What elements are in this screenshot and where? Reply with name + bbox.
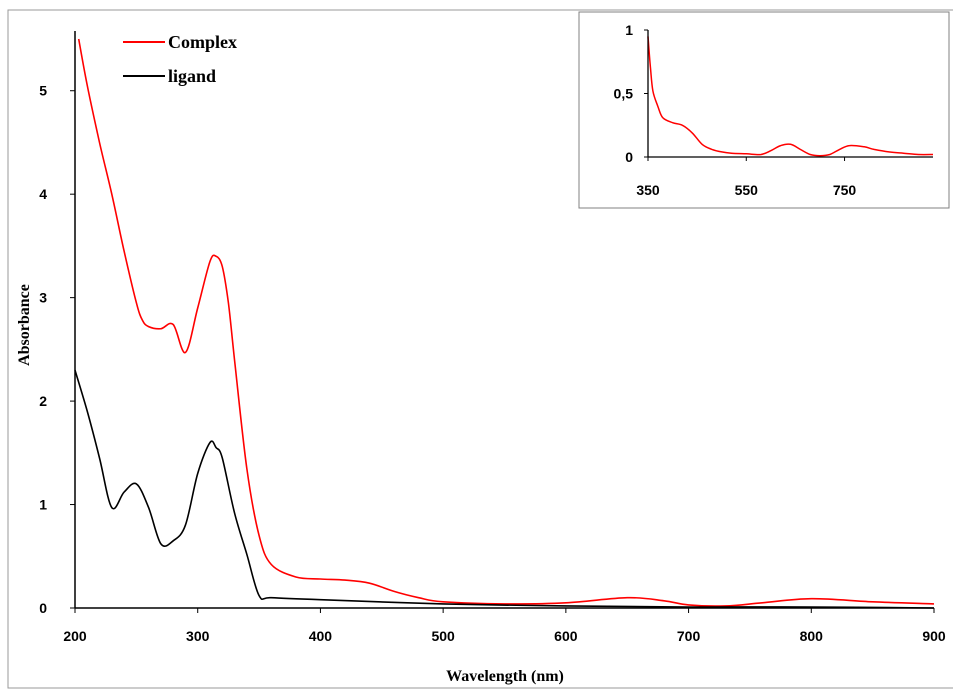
x-tick-label: 900 — [922, 628, 946, 644]
inset-x-tick-label: 750 — [833, 182, 857, 198]
x-tick-label: 200 — [63, 628, 87, 644]
x-tick-label: 700 — [677, 628, 701, 644]
inset-y-tick-label: 0 — [625, 149, 633, 165]
x-tick-label: 500 — [431, 628, 455, 644]
inset-chart: 0 0,5 1 350 550 750 — [578, 11, 950, 209]
y-tick-label: 4 — [39, 186, 47, 202]
x-axis-title: Wavelength (nm) — [446, 668, 564, 685]
y-tick-label: 5 — [39, 83, 47, 99]
y-tick-label: 2 — [39, 393, 47, 409]
chart-frame — [7, 9, 953, 689]
y-axis-title: Absorbance — [16, 284, 33, 366]
y-tick-label: 1 — [39, 497, 47, 513]
legend: Complex ligand — [123, 32, 237, 86]
y-tick-label: 3 — [39, 290, 47, 306]
inset-frame — [578, 11, 950, 209]
x-tick-label: 400 — [309, 628, 333, 644]
main-plot: 0 1 2 3 4 5 200 300 400 500 600 700 800 900 — [39, 31, 946, 644]
inset-y-tick-label: 1 — [625, 22, 633, 38]
series-line-complex — [77, 38, 935, 607]
x-tick-label: 800 — [800, 628, 824, 644]
inset-y-tick-label: 0,5 — [614, 86, 634, 102]
inset-plot: 0 0,5 1 350 550 750 — [614, 22, 934, 198]
x-tick-label: 300 — [186, 628, 210, 644]
inset-x-tick-label: 550 — [735, 182, 759, 198]
legend-label-ligand: ligand — [168, 66, 216, 86]
y-tick-label: 0 — [39, 600, 47, 616]
x-tick-label: 600 — [554, 628, 578, 644]
inset-series-line — [647, 36, 934, 157]
inset-x-tick-label: 350 — [636, 182, 660, 198]
legend-label-complex: Complex — [168, 32, 237, 52]
series-line-ligand — [74, 369, 935, 609]
